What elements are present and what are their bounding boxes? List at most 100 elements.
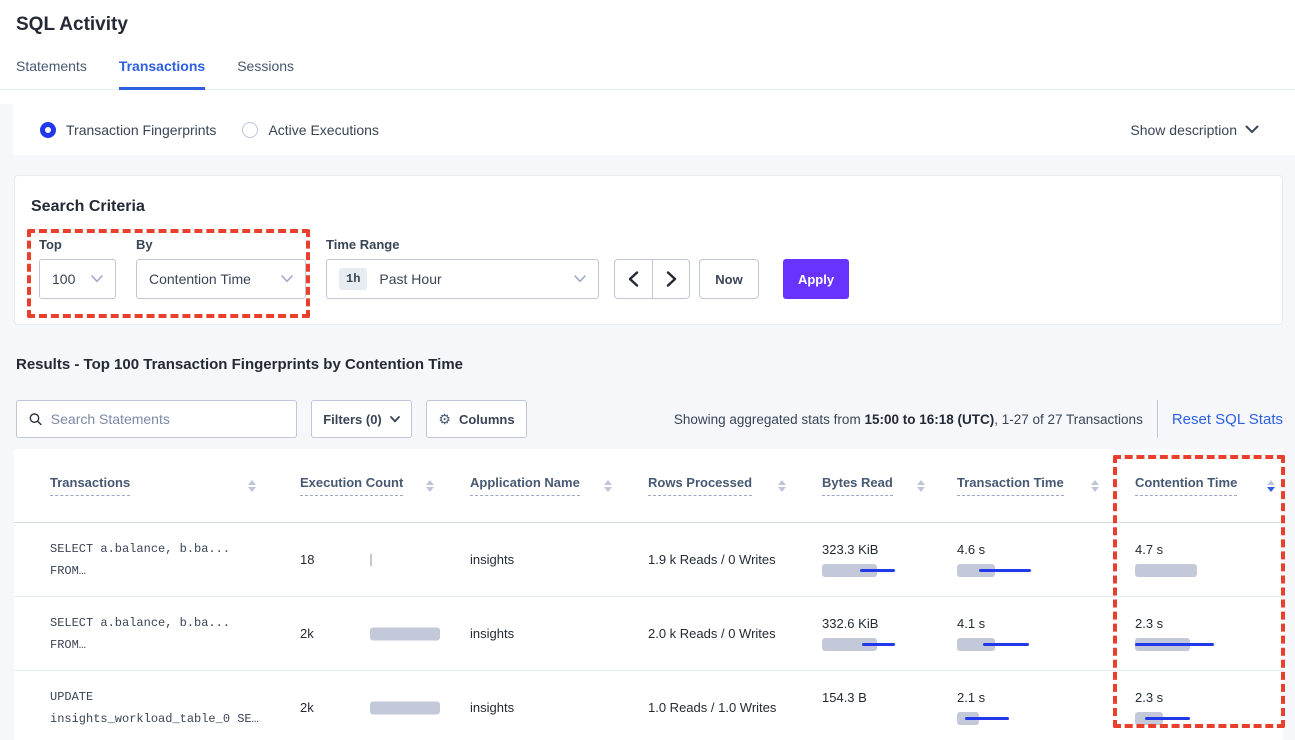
transaction-time-cell: 4.1 s [941,597,1119,670]
reset-sql-stats-link[interactable]: Reset SQL Stats [1171,410,1283,428]
execution-count-cell: 2k [286,671,456,740]
by-field-label: By [136,237,153,252]
execution-count-cell: 2k [286,597,456,670]
page-header: SQL Activity Statements Transactions Ses… [0,0,1295,90]
table-row: SELECT a.balance, b.ba... FROM… 2k insig… [14,597,1283,671]
execution-count-bar [370,627,440,640]
stats-area: Showing aggregated stats from 15:00 to 1… [674,400,1283,438]
chevron-down-icon [281,275,293,283]
radio-selected-icon [40,121,56,138]
column-header-contention-time[interactable]: Contention Time [1119,449,1283,522]
sort-icon[interactable] [426,479,434,492]
rows-processed-cell: 1.9 k Reads / 0 Writes [648,552,776,567]
application-name-cell: insights [470,626,515,641]
column-header-bytes-read[interactable]: Bytes Read [806,449,941,522]
search-statements-input[interactable] [50,411,284,427]
apply-button[interactable]: Apply [783,259,849,299]
time-nav-group [614,259,690,299]
radio-label: Active Executions [268,121,379,138]
rows-processed-cell: 1.0 Reads / 1.0 Writes [648,700,777,715]
search-criteria-panel: Search Criteria Top 100 By Contention Ti… [14,175,1283,325]
time-range-value: Past Hour [379,271,442,287]
table-row: SELECT a.balance, b.ba... FROM… 18 insig… [14,523,1283,597]
chevron-down-icon [574,275,586,283]
filters-label: Filters (0) [323,411,382,427]
column-header-application-name[interactable]: Application Name [456,449,634,522]
tab-sessions[interactable]: Sessions [237,58,295,74]
tab-statements[interactable]: Statements [16,58,87,74]
transaction-query[interactable]: SELECT a.balance, b.ba... FROM… [50,615,231,652]
radio-active-executions[interactable]: Active Executions [242,121,379,138]
transaction-time-bar [957,564,1097,577]
transaction-query[interactable]: UPDATE insights_workload_table_0 SE… [50,689,259,726]
bytes-read-bar [822,712,962,725]
bytes-read-bar [822,638,962,651]
columns-label: Columns [458,411,515,427]
contention-time-cell: 2.3 s [1119,671,1283,740]
time-next-button[interactable] [652,259,690,299]
sort-icon[interactable] [604,479,612,492]
columns-button[interactable]: ⚙ Columns [426,400,527,438]
top-field-label: Top [39,237,62,252]
gear-icon: ⚙ [438,410,451,427]
vertical-divider [1156,400,1158,438]
time-range-badge: 1h [339,268,368,290]
time-range-label: Time Range [326,237,400,252]
application-name-cell: insights [470,552,515,567]
aggregated-stats-text: Showing aggregated stats from 15:00 to 1… [673,411,1143,427]
results-toolbar: Filters (0) ⚙ Columns Showing aggregated… [0,399,1295,439]
table-header-row: Transactions Execution Count Application… [14,449,1283,523]
transaction-time-cell: 4.6 s [941,523,1119,596]
column-header-rows-processed[interactable]: Rows Processed [634,449,806,522]
transaction-time-bar [957,638,1097,651]
column-header-transaction-time[interactable]: Transaction Time [941,449,1119,522]
search-icon [29,413,42,426]
now-button[interactable]: Now [699,259,759,299]
bytes-read-cell: 323.3 KiB [806,523,941,596]
contention-time-bar [1135,712,1275,725]
bytes-read-cell: 154.3 B [806,671,941,740]
time-range-select[interactable]: 1h Past Hour [326,259,599,299]
bytes-read-bar [822,564,962,577]
filters-button[interactable]: Filters (0) [311,400,412,438]
show-description-label: Show description [1130,121,1237,138]
transaction-time-bar [957,712,1097,725]
transaction-time-cell: 2.1 s [941,671,1119,740]
contention-time-bar [1135,564,1275,577]
execution-count-bar [370,553,372,566]
top-select-value: 100 [52,271,76,287]
column-header-transactions[interactable]: Transactions [14,449,286,522]
radio-unselected-icon [242,121,259,138]
results-heading: Results - Top 100 Transaction Fingerprin… [16,356,464,373]
view-toggle-bar: Transaction Fingerprints Active Executio… [13,104,1295,155]
by-select[interactable]: Contention Time [136,259,306,299]
by-select-value: Contention Time [149,271,251,287]
chevron-right-icon [666,271,676,287]
column-header-execution-count[interactable]: Execution Count [286,449,456,522]
execution-count-bar [370,701,440,714]
sort-icon[interactable] [778,479,786,492]
execution-count-cell: 18 [286,523,456,596]
application-name-cell: insights [470,700,515,715]
tab-transactions[interactable]: Transactions [118,58,206,90]
sort-icon[interactable] [917,479,925,492]
sort-icon-active-desc[interactable] [1267,479,1275,492]
show-description-toggle[interactable]: Show description [1130,122,1259,138]
contention-time-bar [1135,638,1275,651]
time-prev-button[interactable] [614,259,652,299]
chevron-down-icon [1245,125,1259,134]
tab-bar: Statements Transactions Sessions [0,58,1295,90]
chevron-down-icon [91,275,103,283]
transaction-query[interactable]: SELECT a.balance, b.ba... FROM… [50,541,231,578]
contention-time-cell: 4.7 s [1119,523,1283,596]
sort-icon[interactable] [1091,479,1099,492]
table-row: UPDATE insights_workload_table_0 SE… 2k … [14,671,1283,740]
radio-transaction-fingerprints[interactable]: Transaction Fingerprints [40,121,217,138]
top-select[interactable]: 100 [39,259,116,299]
sort-icon[interactable] [248,479,256,492]
chevron-down-icon [389,415,400,423]
radio-label: Transaction Fingerprints [66,121,217,138]
transactions-table: Transactions Execution Count Application… [14,449,1283,740]
rows-processed-cell: 2.0 k Reads / 0 Writes [648,626,776,641]
